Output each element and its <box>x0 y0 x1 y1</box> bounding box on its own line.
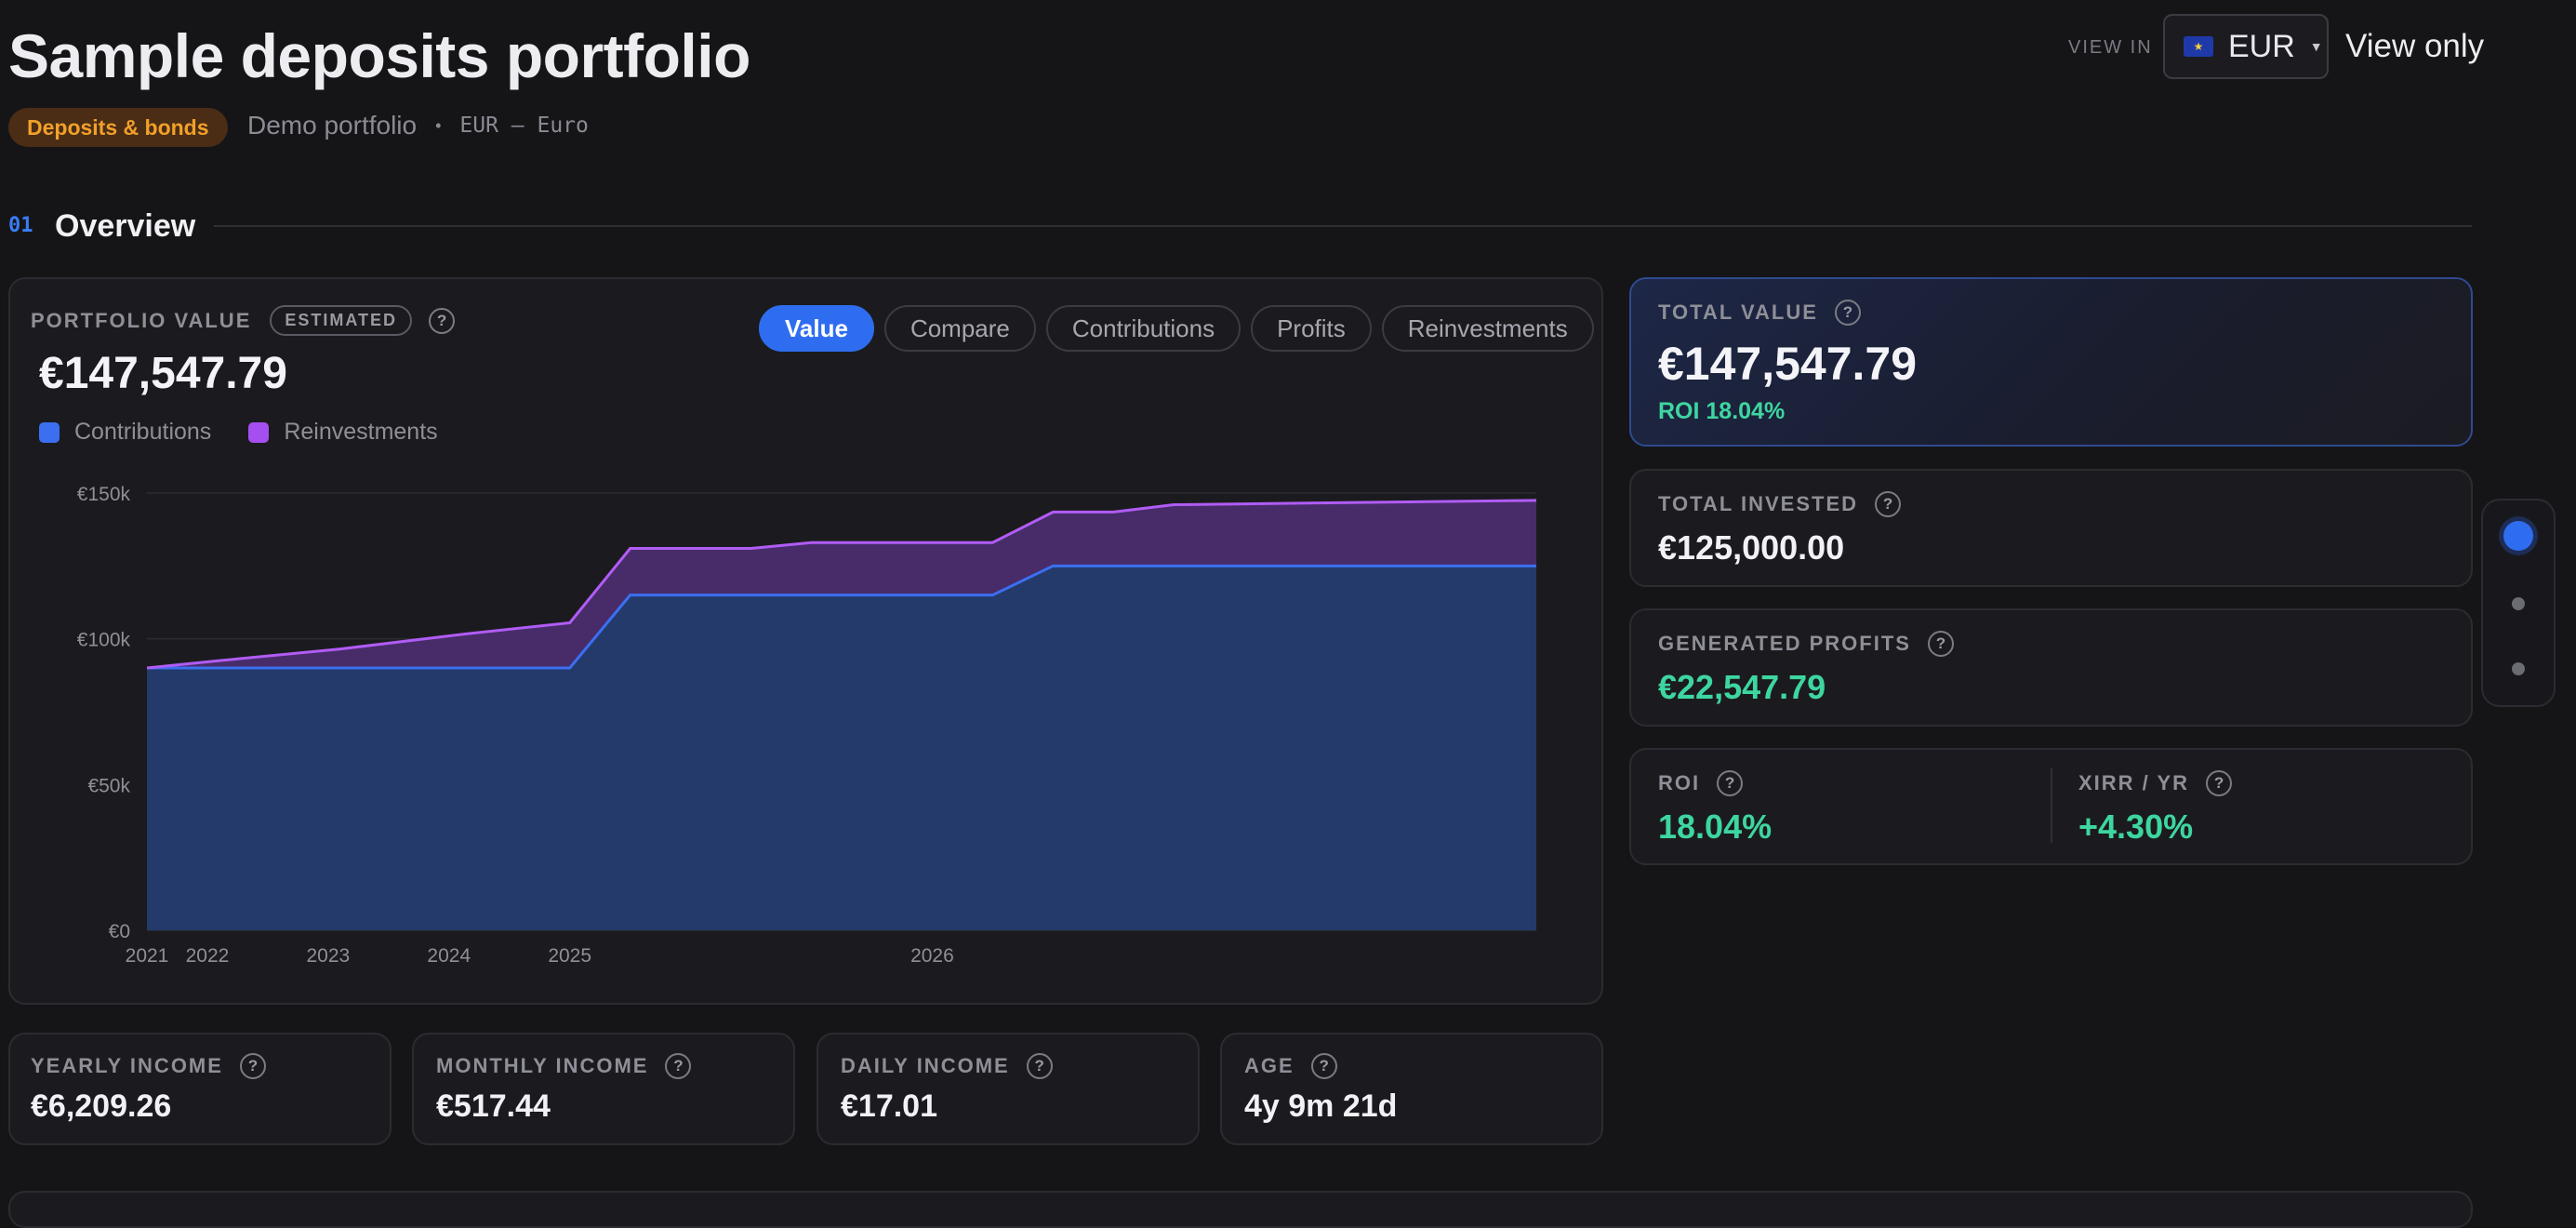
y-tick-label: €0 <box>109 921 130 942</box>
total-value-roi: ROI 18.04% <box>1658 398 1786 424</box>
tab-compare[interactable]: Compare <box>883 305 1036 352</box>
help-icon[interactable]: ? <box>429 307 456 334</box>
total-invested-card <box>1629 469 2473 587</box>
yearly-income-value: €6,209.26 <box>31 1088 172 1124</box>
x-tick-label: 2026 <box>910 945 954 967</box>
total-invested-title: TOTAL INVESTED <box>1658 492 1859 515</box>
help-icon[interactable]: ? <box>1834 300 1861 326</box>
section-dot[interactable] <box>2512 597 2525 610</box>
roi-value: 18.04% <box>1658 808 1773 846</box>
total-value: €147,547.79 <box>1658 338 1918 390</box>
total-invested-value: €125,000.00 <box>1658 528 1845 567</box>
generated-profits-label: GENERATED PROFITS ? <box>1658 631 1954 657</box>
section-dot-active[interactable] <box>2503 521 2533 551</box>
x-tick-label: 2024 <box>427 945 471 967</box>
yearly-income-title: YEARLY INCOME <box>31 1054 223 1077</box>
legend-label-contributions: Contributions <box>74 419 212 445</box>
help-icon[interactable]: ? <box>1927 631 1954 657</box>
total-value-label: TOTAL VALUE ? <box>1658 300 1861 326</box>
age-value: 4y 9m 21d <box>1244 1088 1398 1124</box>
separator-dot: • <box>435 115 442 135</box>
section-number: 01 <box>8 214 33 237</box>
help-icon[interactable]: ? <box>1310 1053 1337 1079</box>
reinvestments-area <box>147 500 1536 668</box>
xirr-title: XIRR / YR <box>2078 771 2190 794</box>
y-tick-label: €100k <box>77 630 131 651</box>
y-tick-label: €150k <box>77 484 131 505</box>
tab-contributions[interactable]: Contributions <box>1045 305 1242 352</box>
legend-contributions[interactable]: Contributions <box>39 419 211 446</box>
legend-reinvestments[interactable]: Reinvestments <box>248 419 438 446</box>
view-only-label: View only <box>2345 28 2485 64</box>
roi-label: ROI ? <box>1658 770 1744 796</box>
monthly-income-label: MONTHLY INCOME ? <box>436 1053 692 1079</box>
age-card <box>1220 1033 1603 1145</box>
currency-code: EUR <box>2228 28 2295 64</box>
daily-income-value: €17.01 <box>841 1088 937 1124</box>
yearly-income-card <box>8 1033 392 1145</box>
section-dot[interactable] <box>2512 662 2525 675</box>
portfolio-value-chart[interactable]: €150k €100k €50k €0 2021 2022 2023 2024 2025 2026 <box>56 474 1562 977</box>
chart-view-tabs: Value Compare Contributions Profits Rein… <box>759 305 1594 352</box>
roi-title: ROI <box>1658 771 1701 794</box>
view-in-label: VIEW IN <box>2068 37 2153 58</box>
help-icon[interactable]: ? <box>665 1053 692 1079</box>
portfolio-type: Demo portfolio <box>247 111 418 140</box>
daily-income-title: DAILY INCOME <box>841 1054 1010 1077</box>
help-icon[interactable]: ? <box>1717 770 1744 796</box>
page-title: Sample deposits portfolio <box>8 21 750 90</box>
total-value-title: TOTAL VALUE <box>1658 300 1818 324</box>
estimated-badge: ESTIMATED <box>270 305 413 336</box>
help-icon[interactable]: ? <box>1875 491 1902 517</box>
next-section-card <box>8 1191 2473 1228</box>
y-tick-label: €50k <box>87 775 130 796</box>
eu-flag-icon: ★ <box>2184 36 2213 57</box>
legend-swatch-contributions <box>39 421 60 443</box>
portfolio-value-title: PORTFOLIO VALUE <box>31 308 252 332</box>
generated-profits-card <box>1629 608 2473 727</box>
contributions-area <box>147 566 1536 930</box>
xirr-value: +4.30% <box>2078 808 2194 846</box>
daily-income-label: DAILY INCOME ? <box>841 1053 1053 1079</box>
x-tick-label: 2025 <box>548 945 591 967</box>
category-badge: Deposits & bonds <box>8 108 228 147</box>
section-divider <box>214 225 2472 227</box>
section-title: Overview <box>55 208 196 244</box>
tab-value[interactable]: Value <box>759 305 874 352</box>
x-tick-label: 2022 <box>186 945 230 967</box>
xirr-label: XIRR / YR ? <box>2078 770 2233 796</box>
help-icon[interactable]: ? <box>2206 770 2233 796</box>
reinvestments-line <box>146 499 1537 670</box>
portfolio-subtitle: Demo portfolio • EUR — Euro <box>247 111 589 140</box>
currency-select[interactable]: ★ EUR ▼ <box>2163 14 2329 79</box>
x-tick-label: 2023 <box>307 945 351 967</box>
portfolio-value-label: PORTFOLIO VALUE ESTIMATED ? <box>31 305 456 336</box>
total-value-card <box>1629 277 2473 447</box>
help-icon[interactable]: ? <box>1026 1053 1053 1079</box>
age-label: AGE ? <box>1244 1053 1337 1079</box>
portfolio-value: €147,547.79 <box>39 349 287 398</box>
help-icon[interactable]: ? <box>239 1053 266 1079</box>
x-tick-label: 2021 <box>126 945 169 967</box>
daily-income-card <box>817 1033 1200 1145</box>
tab-reinvestments[interactable]: Reinvestments <box>1381 305 1594 352</box>
total-invested-label: TOTAL INVESTED ? <box>1658 491 1902 517</box>
legend-label-reinvestments: Reinvestments <box>284 419 438 445</box>
chart-legend: Contributions Reinvestments <box>39 419 475 446</box>
caret-down-icon: ▼ <box>2309 39 2323 54</box>
currency-description: EUR — Euro <box>459 113 589 138</box>
roi-divider <box>2051 768 2052 843</box>
legend-swatch-reinvestments <box>248 421 270 443</box>
monthly-income-card <box>412 1033 795 1145</box>
age-title: AGE <box>1244 1054 1295 1077</box>
tab-profits[interactable]: Profits <box>1251 305 1372 352</box>
contributions-line <box>147 564 1536 670</box>
yearly-income-label: YEARLY INCOME ? <box>31 1053 266 1079</box>
monthly-income-title: MONTHLY INCOME <box>436 1054 649 1077</box>
generated-profits-value: €22,547.79 <box>1658 668 1826 706</box>
generated-profits-title: GENERATED PROFITS <box>1658 632 1911 655</box>
section-dots-nav <box>2481 499 2556 707</box>
monthly-income-value: €517.44 <box>436 1088 551 1124</box>
